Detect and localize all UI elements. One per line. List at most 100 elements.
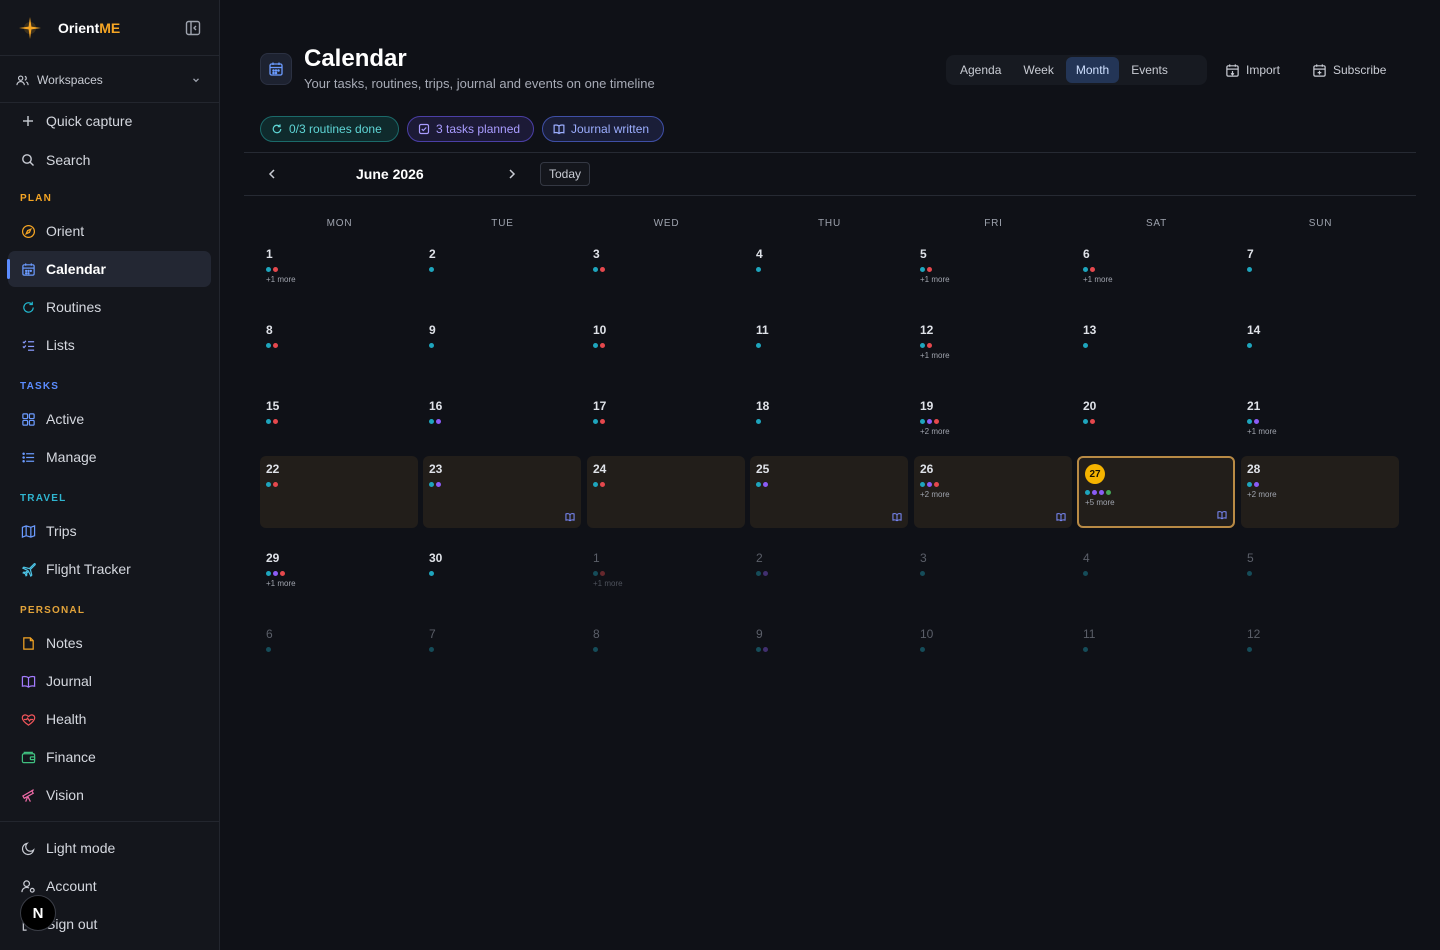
view-month-button[interactable]: Month — [1065, 57, 1120, 83]
calendar-day[interactable]: 14 — [1241, 315, 1399, 387]
calendar-day[interactable]: 1 +1 more — [587, 543, 745, 615]
more-events-link[interactable]: +1 more — [1247, 427, 1277, 436]
event-dot-teal — [429, 343, 434, 348]
more-events-link[interactable]: +2 more — [1247, 490, 1277, 499]
journal-entry-icon[interactable] — [565, 512, 575, 522]
quick-capture-button[interactable]: Quick capture — [8, 103, 211, 139]
calendar-day[interactable]: 8 — [260, 315, 418, 387]
view-agenda-button[interactable]: Agenda — [960, 63, 1002, 77]
calendar-day[interactable]: 10 — [914, 619, 1072, 691]
more-events-link[interactable]: +1 more — [593, 579, 623, 588]
sidebar-item-active[interactable]: Active — [8, 401, 211, 437]
day-number: 11 — [1083, 627, 1096, 641]
calendar-day[interactable]: 29 +1 more — [260, 543, 418, 615]
collapse-sidebar-icon[interactable] — [184, 19, 202, 37]
more-events-link[interactable]: +1 more — [920, 351, 950, 360]
calendar-day[interactable]: 25 — [750, 456, 908, 528]
sidebar-item-trips[interactable]: Trips — [8, 513, 211, 549]
calendar-day[interactable]: 2 — [423, 239, 581, 311]
calendar-day[interactable]: 17 — [587, 391, 745, 467]
calendar-day[interactable]: 15 — [260, 391, 418, 463]
calendar-icon — [20, 261, 36, 277]
calendar-day[interactable]: 22 — [260, 456, 418, 528]
calendar-day[interactable]: 3 — [914, 543, 1072, 615]
calendar-day[interactable]: 13 — [1077, 315, 1235, 387]
calendar-day[interactable]: 21 +1 more — [1241, 391, 1399, 467]
view-week-button[interactable]: Week — [1023, 63, 1054, 77]
calendar-day[interactable]: 30 — [423, 543, 581, 615]
event-dot-teal — [1247, 419, 1252, 424]
sidebar-item-notes[interactable]: Notes — [8, 625, 211, 661]
calendar-day[interactable]: 26 +2 more — [914, 456, 1072, 528]
heart-pulse-icon — [20, 711, 36, 727]
calendar-day[interactable]: 4 — [1077, 543, 1235, 615]
compass-icon — [20, 223, 36, 239]
view-events-button[interactable]: Events — [1131, 63, 1168, 77]
tasks-chip[interactable]: 3 tasks planned — [407, 116, 534, 142]
sidebar-item-routines[interactable]: Routines — [8, 289, 211, 325]
calendar-day[interactable]: 12 — [1241, 619, 1399, 691]
event-dots — [1247, 267, 1254, 272]
calendar-day[interactable]: 10 — [587, 315, 745, 387]
calendar-day[interactable]: 1 +1 more — [260, 239, 418, 311]
more-events-link[interactable]: +2 more — [920, 490, 950, 499]
sidebar-item-lists[interactable]: Lists — [8, 327, 211, 363]
journal-entry-icon[interactable] — [1056, 512, 1066, 522]
calendar-day[interactable]: 19 +2 more — [914, 391, 1072, 467]
event-dots — [920, 343, 934, 348]
account-button[interactable]: Account — [8, 868, 211, 904]
sidebar-item-flight-tracker[interactable]: Flight Tracker — [8, 551, 211, 587]
sidebar-item-vision[interactable]: Vision — [8, 777, 211, 813]
sidebar-item-journal[interactable]: Journal — [8, 663, 211, 699]
calendar-day[interactable]: 6 — [260, 619, 418, 691]
journal-entry-icon[interactable] — [1217, 510, 1227, 520]
calendar-day[interactable]: 2 — [750, 543, 908, 615]
more-events-link[interactable]: +1 more — [1083, 275, 1113, 284]
calendar-day[interactable]: 4 — [750, 239, 908, 311]
more-events-link[interactable]: +5 more — [1085, 498, 1115, 507]
more-events-link[interactable]: +1 more — [266, 275, 296, 284]
calendar-day[interactable]: 23 — [423, 456, 581, 528]
sidebar-item-manage[interactable]: Manage — [8, 439, 211, 475]
workspaces-dropdown[interactable]: Workspaces — [0, 64, 219, 96]
calendar-day[interactable]: 7 — [1241, 239, 1399, 311]
light-mode-toggle[interactable]: Light mode — [8, 830, 211, 866]
journal-entry-icon[interactable] — [892, 512, 902, 522]
chevron-left-icon[interactable] — [264, 166, 280, 182]
more-events-link[interactable]: +1 more — [266, 579, 296, 588]
calendar-day[interactable]: 11 — [1077, 619, 1235, 691]
calendar-day[interactable]: 3 — [587, 239, 745, 311]
calendar-day[interactable]: 28 +2 more — [1241, 456, 1399, 528]
calendar-day[interactable]: 5 +1 more — [914, 239, 1072, 311]
search-button[interactable]: Search — [8, 142, 211, 178]
calendar-day[interactable]: 5 — [1241, 543, 1399, 615]
subscribe-button[interactable]: Subscribe — [1312, 59, 1386, 81]
routines-chip[interactable]: 0/3 routines done — [260, 116, 399, 142]
import-button[interactable]: Import — [1225, 59, 1280, 81]
sidebar-item-calendar[interactable]: Calendar — [7, 251, 211, 287]
event-dot-teal — [920, 647, 925, 652]
calendar-day[interactable]: 6 +1 more — [1077, 239, 1235, 311]
sidebar-item-orient[interactable]: Orient — [8, 213, 211, 249]
sidebar-item-finance[interactable]: Finance — [8, 739, 211, 775]
avatar[interactable]: N — [20, 895, 56, 931]
calendar-day[interactable]: 9 — [750, 619, 908, 691]
calendar-day-today[interactable]: 27 +5 more — [1077, 456, 1235, 528]
calendar-day[interactable]: 8 — [587, 619, 745, 691]
calendar-day[interactable]: 12 +1 more — [914, 315, 1072, 387]
calendar-day[interactable]: 18 — [750, 391, 908, 463]
more-events-link[interactable]: +2 more — [920, 427, 950, 436]
event-dot-teal — [593, 343, 598, 348]
journal-chip[interactable]: Journal written — [542, 116, 664, 142]
sidebar-item-health[interactable]: Health — [8, 701, 211, 737]
calendar-day[interactable]: 20 — [1077, 391, 1235, 463]
brand[interactable]: OrientME — [0, 0, 219, 56]
calendar-day[interactable]: 9 — [423, 315, 581, 387]
chevron-right-icon[interactable] — [504, 166, 520, 182]
calendar-day[interactable]: 16 — [423, 391, 581, 463]
more-events-link[interactable]: +1 more — [920, 275, 950, 284]
calendar-day[interactable]: 24 — [587, 456, 745, 528]
calendar-day[interactable]: 11 — [750, 315, 908, 387]
today-button[interactable]: Today — [540, 162, 590, 186]
calendar-day[interactable]: 7 — [423, 619, 581, 691]
